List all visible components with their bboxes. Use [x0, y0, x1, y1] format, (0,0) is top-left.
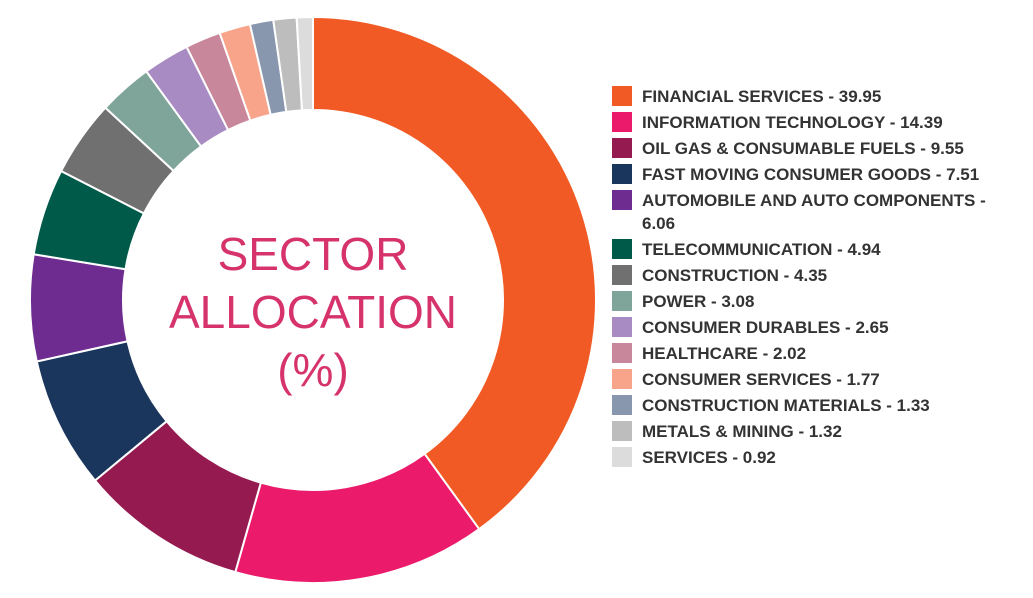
legend-item: INFORMATION TECHNOLOGY - 14.39 — [612, 111, 1022, 134]
legend-swatch — [612, 317, 632, 337]
legend-swatch — [612, 190, 632, 210]
slice — [312, 15, 597, 531]
chart-title: SECTOR ALLOCATION (%) — [169, 228, 457, 396]
legend-swatch — [612, 343, 632, 363]
legend-swatch — [612, 164, 632, 184]
legend-label: METALS & MINING - 1.32 — [642, 422, 842, 441]
legend-item: FAST MOVING CONSUMER GOODS - 7.51 — [612, 163, 1022, 186]
legend-swatch — [612, 395, 632, 415]
legend: FINANCIAL SERVICES - 39.95 INFORMATION TE… — [612, 85, 1022, 472]
legend-swatch — [612, 291, 632, 311]
legend-item: POWER - 3.08 — [612, 290, 1022, 313]
chart — [29, 15, 597, 584]
legend-item: CONSUMER SERVICES - 1.77 — [612, 368, 1022, 391]
legend-label: INFORMATION TECHNOLOGY - 14.39 — [642, 113, 943, 132]
legend-label: CONSTRUCTION - 4.35 — [642, 266, 828, 285]
legend-label: OIL GAS & CONSUMABLE FUELS - 9.55 — [642, 139, 964, 158]
legend-label: FINANCIAL SERVICES - 39.95 — [642, 87, 882, 106]
legend-swatch — [612, 112, 632, 132]
legend-label: SERVICES - 0.92 — [642, 448, 776, 467]
legend-item: CONSTRUCTION - 4.35 — [612, 264, 1022, 287]
legend-swatch — [612, 265, 632, 285]
legend-label: CONSUMER SERVICES - 1.77 — [642, 370, 880, 389]
legend-item: OIL GAS & CONSUMABLE FUELS - 9.55 — [612, 137, 1022, 160]
legend-label: AUTOMOBILE AND AUTO COMPONENTS - 6.06 — [642, 191, 986, 233]
slice — [295, 15, 314, 112]
legend-swatch — [612, 138, 632, 158]
legend-swatch — [612, 86, 632, 106]
legend-item: SERVICES - 0.92 — [612, 446, 1022, 469]
legend-swatch — [612, 421, 632, 441]
legend-item: AUTOMOBILE AND AUTO COMPONENTS - 6.06 — [612, 189, 1022, 235]
legend-item: TELECOMMUNICATION - 4.94 — [612, 238, 1022, 261]
legend-label: CONSUMER DURABLES - 2.65 — [642, 318, 889, 337]
legend-label: POWER - 3.08 — [642, 292, 755, 311]
legend-item: METALS & MINING - 1.32 — [612, 420, 1022, 443]
legend-item: CONSUMER DURABLES - 2.65 — [612, 316, 1022, 339]
legend-label: CONSTRUCTION MATERIALS - 1.33 — [642, 396, 930, 415]
legend-swatch — [612, 369, 632, 389]
slice — [29, 253, 129, 363]
legend-label: HEALTHCARE - 2.02 — [642, 344, 807, 363]
legend-item: HEALTHCARE - 2.02 — [612, 342, 1022, 365]
legend-item: FINANCIAL SERVICES - 39.95 — [612, 85, 1022, 108]
legend-item: CONSTRUCTION MATERIALS - 1.33 — [612, 394, 1022, 417]
legend-swatch — [612, 239, 632, 259]
legend-swatch — [612, 447, 632, 467]
legend-label: TELECOMMUNICATION - 4.94 — [642, 240, 881, 259]
legend-label: FAST MOVING CONSUMER GOODS - 7.51 — [642, 165, 980, 184]
